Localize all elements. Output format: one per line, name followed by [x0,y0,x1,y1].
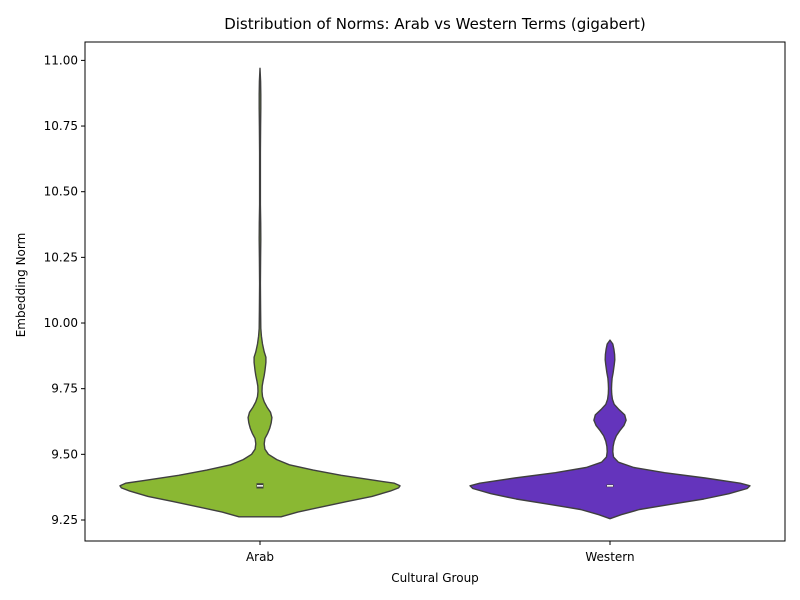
y-tick-label: 9.25 [51,513,78,527]
chart-title: Distribution of Norms: Arab vs Western T… [224,15,646,33]
plot-area: 9.25 9.50 9.75 10.00 10.25 10.50 10.75 11.00 Ara… [44,41,786,564]
x-axis-label: Cultural Group [391,571,479,585]
y-tick-label: 11.00 [44,53,78,67]
plot-frame [84,41,786,542]
y-tick-label: 9.50 [51,447,78,461]
y-tick-label: 10.50 [44,185,78,199]
x-tick-label: Arab [246,550,274,564]
x-tick-label: Western [585,550,634,564]
y-tick-label: 10.75 [44,119,78,133]
y-tick-label: 10.25 [44,250,78,264]
y-tick-label: 9.75 [51,382,78,396]
violin-arab [119,67,401,518]
violin-western [469,339,751,520]
y-tick-label: 10.00 [44,316,78,330]
y-axis-label: Embedding Norm [14,233,28,338]
